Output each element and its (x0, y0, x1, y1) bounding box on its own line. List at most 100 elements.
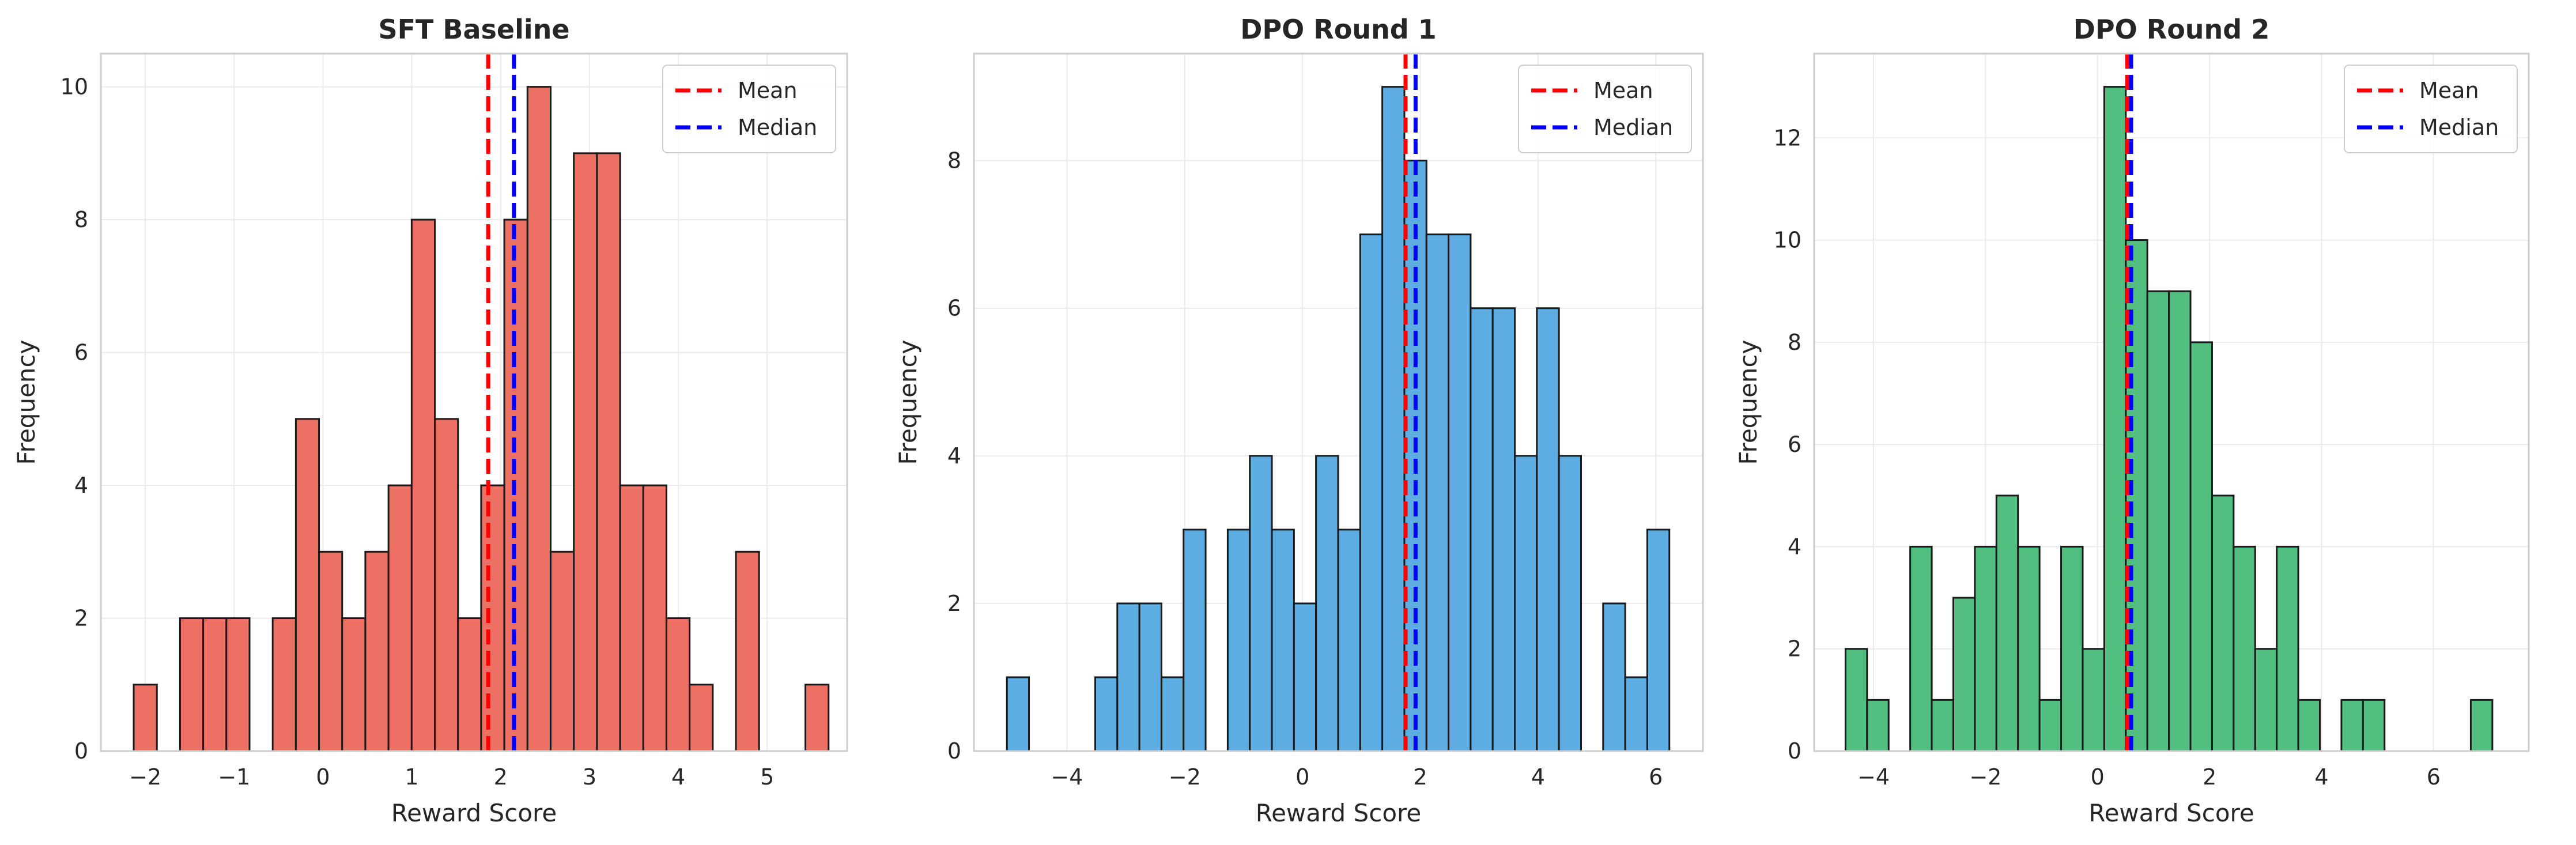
legend-label: Median (2419, 115, 2499, 140)
histogram-bar (271, 617, 297, 752)
y-tick-label: 12 (1774, 125, 1801, 150)
x-tick-label: 0 (316, 764, 330, 790)
panel-2: −4 −2 0 2 4 6 0 2 4 6 8 DPO Round 1 Reward Score Freq… (894, 14, 1704, 827)
histogram-bar (179, 617, 205, 752)
x-tick-label: 2 (2203, 764, 2216, 790)
y-tick-label: 6 (947, 296, 961, 321)
y-tick-label: 8 (74, 207, 88, 232)
histogram-bar (735, 550, 760, 752)
x-tick-label: −4 (1857, 764, 1890, 790)
legend-label: Median (738, 115, 817, 140)
legend: Mean Median (1518, 65, 1692, 153)
x-tick-label: −2 (1969, 764, 2001, 790)
x-tick-label: 5 (760, 764, 774, 790)
y-axis-label: Frequency (1734, 340, 1762, 465)
y-tick-label: 8 (1788, 330, 1801, 355)
legend-box (662, 65, 836, 153)
histogram-bar (526, 86, 552, 752)
histogram-bar (1536, 307, 1560, 752)
histogram-bar (2254, 648, 2278, 752)
histogram-bar (434, 418, 459, 752)
y-tick-label: 4 (74, 473, 88, 498)
histogram-bar (1293, 602, 1317, 752)
axes-frame (1813, 52, 2530, 752)
y-tick-label: 0 (74, 738, 88, 764)
y-tick-label: 8 (947, 148, 961, 173)
histogram-bar (1514, 455, 1538, 752)
histogram-bar (2168, 290, 2192, 752)
histogram-bar (1249, 455, 1273, 752)
histogram-bar (1425, 233, 1450, 752)
y-tick-label: 2 (74, 606, 88, 631)
histogram-bar (341, 617, 367, 752)
histogram-bar (1138, 602, 1162, 752)
histogram-bar (1315, 455, 1339, 752)
histogram-bar (2469, 699, 2494, 752)
x-tick-label: −1 (218, 764, 250, 790)
axes-frame (100, 52, 848, 752)
x-tick-label: 2 (494, 764, 508, 790)
histogram-bar (1226, 529, 1251, 752)
histogram-bar (642, 484, 667, 752)
histogram-bar (573, 152, 598, 752)
y-tick-label: 10 (61, 74, 88, 100)
histogram-bar (1974, 545, 1997, 752)
histogram-bar (1381, 86, 1406, 752)
histogram-bar (1646, 529, 1671, 752)
y-tick-label: 4 (947, 443, 961, 469)
x-tick-label: −2 (1169, 764, 1201, 790)
histogram-bar (1470, 307, 1494, 752)
y-tick-label: 6 (1788, 432, 1801, 457)
chart-title: DPO Round 2 (2073, 14, 2270, 45)
x-tick-label: 3 (583, 764, 596, 790)
histogram-bar (689, 684, 714, 752)
x-tick-label: 4 (671, 764, 685, 790)
histogram-bar (387, 484, 413, 752)
histogram-bar (2276, 545, 2299, 752)
histogram-bar (1448, 233, 1472, 752)
histogram-bar (1271, 529, 1295, 752)
panel-1: −2 −1 0 1 2 3 4 5 0 2 4 6 8 10 SFT Baseline Reward Scor… (12, 14, 848, 827)
histogram-bar (2340, 699, 2364, 752)
histogram-bar (1844, 648, 1868, 752)
histogram-bar (549, 550, 575, 752)
y-tick-label: 4 (1788, 534, 1801, 559)
histogram-bar (1006, 676, 1030, 752)
histogram-bar (804, 684, 830, 752)
legend-label: Mean (738, 78, 798, 103)
histogram-bar (1116, 602, 1140, 752)
histogram-bar (202, 617, 228, 752)
y-axis-label: Frequency (12, 340, 40, 465)
histogram-bar (1624, 676, 1648, 752)
x-tick-label: 0 (1295, 764, 1309, 790)
histogram-bar (1866, 699, 1890, 752)
histogram-bar (596, 152, 621, 752)
histogram-bar (457, 617, 482, 752)
x-axis-label: Reward Score (391, 799, 557, 827)
histogram-bar (294, 418, 320, 752)
histogram-bar (1359, 233, 1384, 752)
x-tick-label: −4 (1051, 764, 1083, 790)
histogram-bar (1558, 455, 1582, 752)
histogram-bar (619, 484, 644, 752)
histogram-bar (2233, 545, 2256, 752)
histogram-bar (2082, 648, 2105, 752)
x-tick-label: −2 (129, 764, 161, 790)
x-tick-label: 1 (405, 764, 418, 790)
histogram-bar (665, 617, 691, 752)
y-tick-label: 2 (947, 591, 961, 616)
legend-box (1518, 65, 1692, 153)
y-tick-label: 6 (74, 340, 88, 365)
x-tick-label: 4 (1531, 764, 1545, 790)
histogram-bar (364, 550, 390, 752)
y-tick-label: 0 (1788, 738, 1801, 764)
histogram-bar (1602, 602, 1626, 752)
histogram-bar (2146, 290, 2170, 752)
x-tick-label: 4 (2314, 764, 2328, 790)
histogram-bar (2017, 545, 2041, 752)
histogram-bar (133, 684, 158, 752)
x-tick-label: 2 (1413, 764, 1427, 790)
histogram-bar (2038, 699, 2063, 752)
y-tick-label: 2 (1788, 636, 1801, 662)
